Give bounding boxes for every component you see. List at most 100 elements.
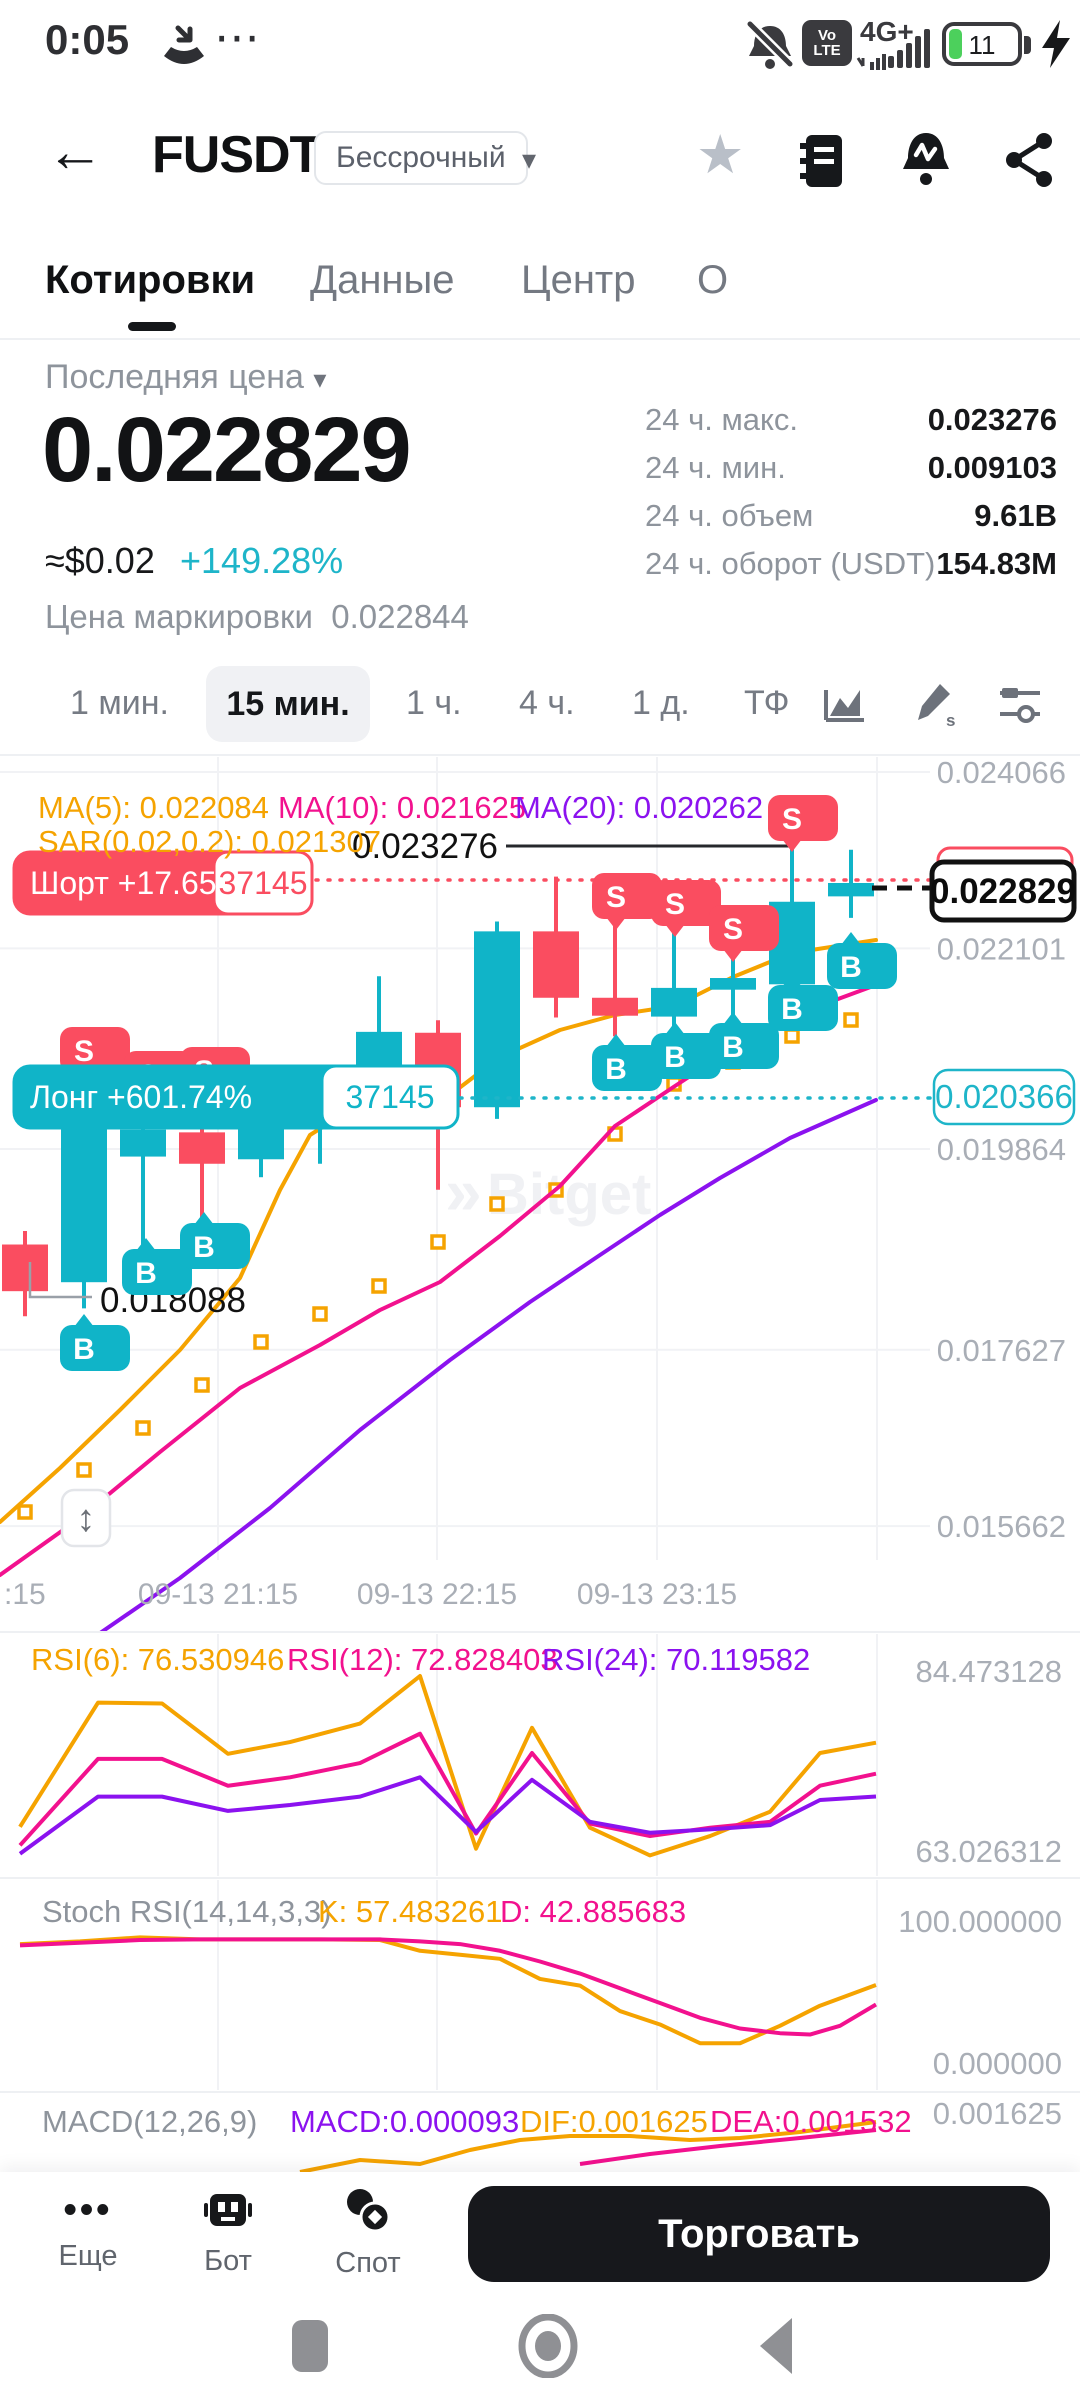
buy-marker: B: [122, 1238, 192, 1295]
robot-icon: [204, 2194, 252, 2226]
chart-resize-handle[interactable]: ↕: [60, 1488, 112, 1548]
short-position-tag[interactable]: Шорт +17.65%37145: [12, 850, 314, 916]
sell-marker: S: [60, 1027, 130, 1084]
sar-dot: [371, 1278, 387, 1294]
buy-marker: B: [592, 1034, 662, 1091]
tf-1min[interactable]: 1 мин.: [70, 684, 169, 722]
last-price-value: 0.022829: [42, 399, 412, 501]
rsi-axis-label: 84.473128: [915, 1654, 1062, 1689]
notification-overflow-icon: ⋯: [214, 11, 262, 63]
more-dots-icon: •••: [63, 2189, 113, 2231]
candle-body: [828, 883, 874, 897]
chevron-down-icon[interactable]: ▾: [522, 144, 537, 175]
macd-legend-label: MACD(12,26,9): [42, 2104, 257, 2139]
tab-bar: Котировки Данные Центр О: [0, 240, 1080, 340]
tf-4h[interactable]: 4 ч.: [519, 684, 575, 722]
tab-center[interactable]: Центр: [521, 258, 636, 302]
rsi-legend-label: RSI(12): 72.828403: [287, 1642, 558, 1677]
svg-text:B: B: [781, 993, 803, 1026]
stoch-legend-label: D: 42.885683: [500, 1894, 686, 1929]
low-annotation-line: [28, 1262, 92, 1299]
stoch-line-1: [19, 1937, 878, 2037]
y-axis-label: 0.019864: [937, 1132, 1066, 1167]
svg-text:B: B: [840, 951, 862, 984]
tf-more[interactable]: ТФ: [744, 684, 790, 722]
x-axis-label: 09-13 21:15: [138, 1578, 298, 1611]
rsi-pane[interactable]: RSI(6): 76.530946 RSI(12): 72.828403RSI(2…: [0, 1633, 1080, 1878]
tf-1h[interactable]: 1 ч.: [406, 684, 462, 722]
bot-button[interactable]: Бот: [168, 2186, 288, 2278]
active-tab-indicator: [128, 322, 176, 331]
more-button[interactable]: ••• Еще: [28, 2186, 148, 2273]
home-button[interactable]: [512, 2314, 584, 2378]
chart-type-icon[interactable]: [820, 680, 868, 728]
svg-text:Лонг +601.74%: Лонг +601.74%: [30, 1079, 252, 1115]
sell-marker: S: [592, 873, 662, 930]
last-price-box: [929, 859, 1077, 923]
pair-title: FUSDT: [152, 126, 321, 184]
stoch-axis-label: 0.000000: [933, 2046, 1062, 2081]
last-price-label[interactable]: Последняя цена ▾: [45, 358, 327, 396]
tf-1d[interactable]: 1 д.: [632, 684, 690, 722]
network-type: 4G+: [860, 16, 914, 47]
stoch-axis-label: 100.000000: [898, 1904, 1062, 1939]
ma-line-ma20: [98, 1098, 878, 1632]
svg-text:37145: 37145: [219, 865, 308, 901]
svg-text:37145: 37145: [346, 1079, 435, 1115]
svg-text:s: s: [946, 711, 955, 728]
clock: 0:05: [45, 16, 130, 63]
timeframe-bar: 1 мин. 15 мин. 1 ч. 4 ч. 1 д. ТФ s: [0, 658, 1080, 754]
draw-tool-icon[interactable]: s: [910, 680, 958, 728]
favorite-star-button[interactable]: ★: [696, 125, 745, 185]
stat-row: 24 ч. макс. 0.023276: [645, 402, 1057, 437]
ma-legend-label: MA(20): 0.020262: [515, 790, 763, 825]
bell-muted-icon: [746, 20, 794, 69]
divider: [0, 338, 1080, 340]
main-candle-chart[interactable]: 0.024066 0.022101 0.019864 0.017627 0.015662…: [0, 755, 1080, 1632]
macd-pane[interactable]: MACD(12,26,9) MACD:0.000093 DIF:0.001625 DE…: [0, 2093, 1080, 2173]
trade-button[interactable]: Торговать: [468, 2186, 1050, 2282]
tab-data[interactable]: Данные: [310, 258, 455, 302]
recents-button[interactable]: [288, 2318, 332, 2374]
change-percent: +149.28%: [180, 540, 344, 581]
sar-dot: [489, 1196, 505, 1212]
macd-axis-label: 0.001625: [933, 2096, 1062, 2131]
stat-row: 24 ч. мин. 0.009103: [645, 450, 1057, 485]
orderbook-button[interactable]: [796, 133, 848, 189]
svg-text:B: B: [135, 1257, 157, 1290]
svg-text:S: S: [606, 881, 626, 914]
contract-type-selector[interactable]: Бессрочный: [314, 131, 528, 185]
battery-indicator: 11: [942, 22, 1022, 66]
rsi-axis-label: 63.026312: [915, 1834, 1062, 1869]
tab-about[interactable]: О: [697, 258, 729, 302]
divider: [0, 1877, 1080, 1879]
rsi-line-0: [18, 1674, 877, 1858]
high-annotation-label: 0.023276: [352, 827, 498, 866]
indicator-settings-icon[interactable]: [996, 680, 1044, 728]
tab-quotes[interactable]: Котировки: [45, 258, 256, 302]
chevron-down-icon: ▾: [313, 364, 327, 394]
candle-body: [238, 1127, 284, 1160]
svg-text:B: B: [664, 1041, 686, 1074]
sell-marker: S: [651, 880, 721, 937]
spot-button[interactable]: Спот: [308, 2186, 428, 2280]
candle-body: [120, 1129, 166, 1157]
stats-24h: 24 ч. макс. 0.023276 24 ч. мин. 0.009103 2…: [645, 396, 1057, 588]
buy-marker: B: [709, 1012, 779, 1069]
long-position-tag[interactable]: Лонг +601.74% 37145: [12, 1064, 460, 1130]
volte-badge: Vo LTE: [802, 20, 852, 66]
buy-marker: B: [180, 1212, 250, 1269]
tf-15min-selected[interactable]: 15 мин.: [206, 666, 370, 742]
share-button[interactable]: [1004, 131, 1056, 189]
svg-text:Шорт +17.65%: Шорт +17.65%: [30, 865, 245, 901]
buy-marker: B: [60, 1314, 130, 1371]
back-button[interactable]: ←: [46, 119, 104, 184]
header: ← FUSDT Бессрочный ▾ ★: [0, 95, 1080, 235]
sell-marker: S: [768, 795, 838, 852]
ma-legend-label: MA(5): 0.022084: [38, 790, 269, 825]
price-alert-button[interactable]: [898, 129, 954, 191]
svg-text:S: S: [782, 803, 802, 836]
back-nav-button[interactable]: [752, 2316, 800, 2376]
